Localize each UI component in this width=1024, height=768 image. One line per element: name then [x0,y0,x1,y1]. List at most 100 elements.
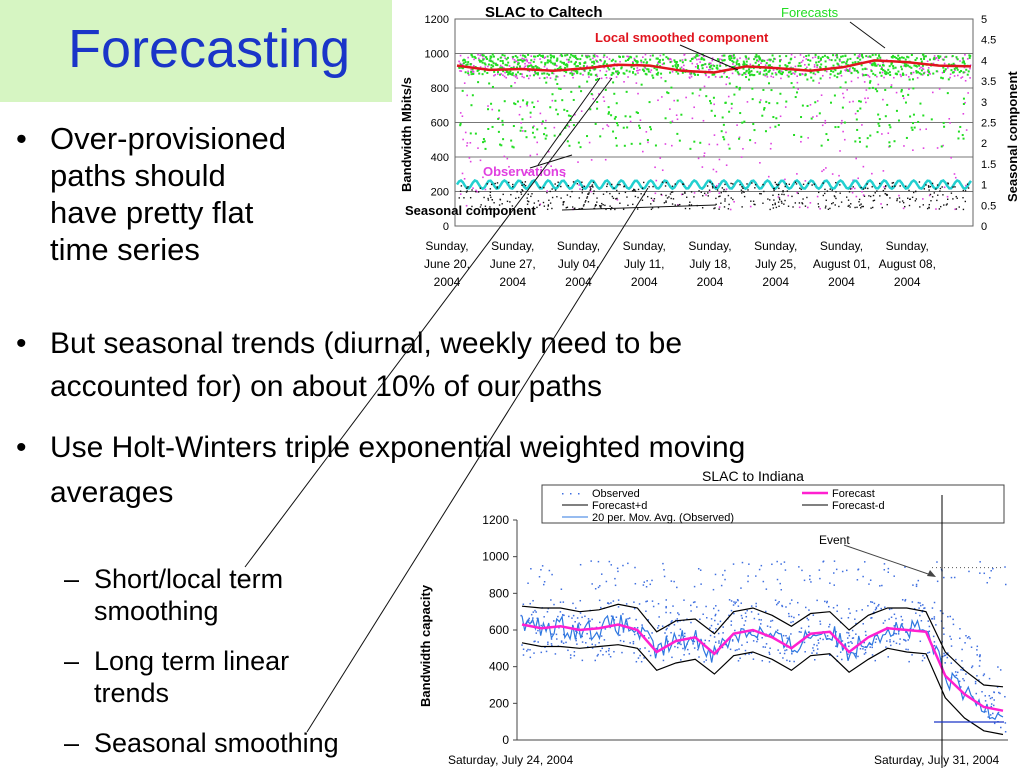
chart1-forecast-point [723,70,726,73]
chart1-forecast-point [754,55,757,58]
chart2-observed-point [808,609,810,611]
chart1-forecast-point [945,55,948,58]
chart1-forecast-point [901,73,904,76]
chart1-observation-point [861,73,864,75]
chart1-forecast-point [921,64,924,67]
chart1-seasonal-point [720,192,722,194]
chart1-seasonal-point [491,199,494,201]
chart1-observation-point [723,72,725,75]
chart2-observed-point [719,620,722,623]
chart1-forecast-point [913,126,916,129]
chart2-observed-point [880,607,882,610]
chart1-observation-point [606,124,608,126]
chart2-observed-point [573,654,576,657]
chart2-observed-point [809,578,811,581]
chart1-forecast-point [909,115,912,118]
chart2-observed-point [848,645,850,648]
chart2-observed-point [663,569,665,571]
chart1-observation-point [965,184,967,187]
chart1-forecast-point [643,70,646,73]
chart2-observed-point [683,599,685,601]
chart1-forecast-point [819,58,822,61]
chart2-observed-point [649,583,652,586]
chart1-forecast-point [733,57,736,60]
chart1-observation-point [920,66,922,69]
chart1-seasonal-point [955,208,958,210]
chart1-observation-point [796,81,799,84]
chart1-seasonal-point [891,185,894,188]
chart2-observed-point [571,617,573,619]
chart2-observed-point [883,569,886,571]
chart1-forecast-point [458,66,461,69]
chart2-observed-point [790,633,792,635]
chart1-observation-point [798,206,801,209]
chart1-forecast-point [897,70,900,73]
chart2-observed-point [551,573,553,576]
chart2-observed-point [826,600,828,603]
chart1-observation-point [645,131,648,133]
chart1-seasonal-point [802,198,804,200]
chart2-observed-point [712,630,714,633]
chart1-forecast-point [631,62,634,65]
chart1-observation-point [668,58,670,61]
chart2-observed-point [793,616,795,619]
chart1-seasonal-point [530,195,532,198]
chart1-forecast-point [551,93,554,96]
chart1-forecast-point [871,64,874,67]
chart2-observed-point [924,607,926,609]
chart1-observation-point [595,59,597,61]
chart1-observation-point [604,158,607,161]
chart1-seasonal-point [741,186,743,188]
chart1-forecast-point [482,54,485,57]
chart2-observed-point [855,622,857,625]
chart1-seasonal-point [715,197,717,200]
chart2-observed-point [857,655,859,658]
chart1-forecast-point [738,137,741,140]
chart1-seasonal-point [860,186,862,189]
chart2-observed-point [676,586,678,589]
chart2-observed-point [950,662,953,664]
chart1-forecast-point [768,69,771,72]
chart1-observation-point [596,55,598,57]
chart2-observed-point [755,575,757,577]
chart1-observation-point [528,62,530,64]
chart1-x-tick-label: Sunday, June 27, 2004 [490,239,536,289]
bullet-glyph: • [16,327,27,360]
chart1-seasonal-point [465,191,468,193]
chart2-observed-point [960,669,962,671]
chart2-observed-point [610,602,612,604]
chart1-seasonal-point [901,200,904,202]
chart2-observed-point [750,652,753,654]
chart1-observation-point [926,70,929,73]
chart2-observed-point [970,666,973,669]
chart1-forecast-point [564,66,567,69]
chart1-seasonal-point [686,196,688,198]
chart1-forecast-point [491,125,494,128]
chart1-observation-point [953,75,956,77]
chart1-forecast-point [845,62,848,65]
chart1-forecast-point [649,126,652,129]
chart2-observed-point [992,704,995,707]
chart1-observation-point [566,58,568,61]
chart1-observation-point [959,60,961,62]
chart1-seasonal-point [593,207,595,210]
chart1-forecast-point [564,54,567,57]
chart1-forecast-point [956,68,959,71]
chart2-observed-point [579,599,582,602]
chart1-forecast-point [771,72,774,75]
chart1-forecast-point [900,68,903,71]
chart1-seasonal-point [817,191,820,194]
chart2-observed-point [532,611,535,613]
chart2-observed-point [605,580,608,583]
chart1-forecast-point [493,70,496,73]
chart1-forecast-point [755,55,758,58]
chart2-observed-point [783,652,786,655]
chart1-forecast-point [571,72,574,75]
chart2-legend-swatch [570,493,572,495]
chart1-observation-point [473,58,475,61]
chart1-forecast-point [762,88,765,91]
chart2-observed-point [848,608,850,610]
chart1-forecast-point [856,128,859,131]
chart1-forecast-point [710,109,713,112]
chart2-observed-point [730,620,733,622]
